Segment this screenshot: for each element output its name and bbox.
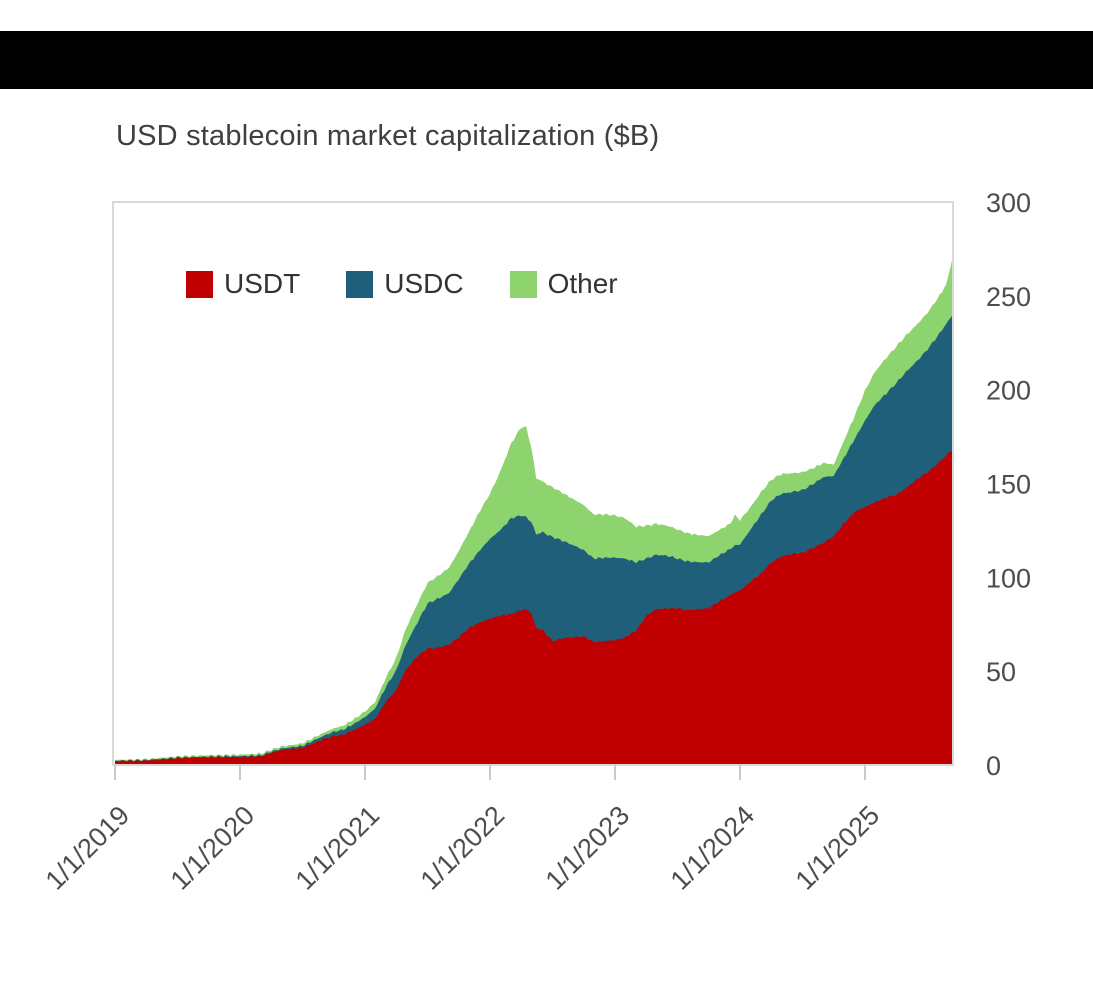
legend-item-usdc: USDC xyxy=(346,268,464,300)
legend-item-other: Other xyxy=(509,268,618,300)
x-axis-tick-label: 1/1/2019 xyxy=(40,800,136,896)
x-axis-tick-label: 1/1/2024 xyxy=(665,800,761,896)
y-axis-tick-label: 250 xyxy=(986,282,1031,312)
legend-swatch-usdc xyxy=(346,270,374,298)
x-axis-tick-label: 1/1/2023 xyxy=(540,800,636,896)
usdt-area xyxy=(115,449,953,765)
legend-label: Other xyxy=(547,268,618,299)
x-axis-tick-label: 1/1/2020 xyxy=(165,800,261,896)
legend-item-usdt: USDT xyxy=(186,268,300,300)
x-axis-tick-label: 1/1/2022 xyxy=(415,800,511,896)
chart-title: USD stablecoin market capitalization ($B… xyxy=(116,120,660,152)
legend-label: USDT xyxy=(224,268,301,299)
plot-border xyxy=(112,201,954,766)
x-axis-tick-label: 1/1/2025 xyxy=(790,800,886,896)
x-axis-tick-label: 1/1/2021 xyxy=(290,800,386,896)
y-axis-tick-label: 300 xyxy=(986,188,1031,218)
top-banner xyxy=(0,31,1093,89)
y-axis-tick-label: 100 xyxy=(986,563,1031,593)
y-axis-tick-label: 50 xyxy=(986,657,1016,687)
y-axis-tick-label: 150 xyxy=(986,470,1031,500)
legend-swatch-usdt xyxy=(186,270,213,298)
y-axis-tick-label: 200 xyxy=(986,376,1031,406)
y-axis-tick-label: 0 xyxy=(986,751,1001,781)
legend-label: USDC xyxy=(384,268,464,299)
chart-legend: USDT USDC Other xyxy=(186,268,618,300)
legend-swatch-other xyxy=(509,270,537,298)
